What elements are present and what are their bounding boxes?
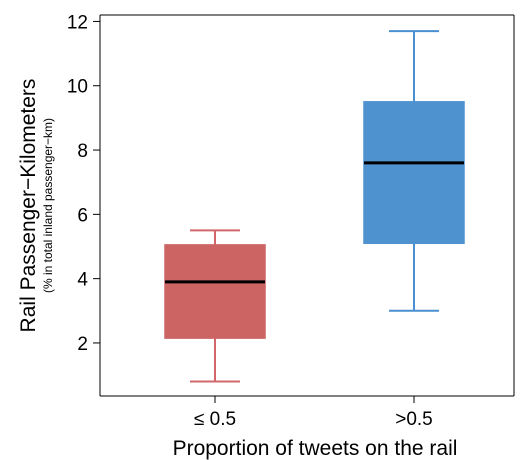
y-axis-title: Rail Passenger−Kilometers bbox=[17, 79, 40, 333]
y-ticks: 2 4 6 8 10 12 bbox=[67, 12, 100, 355]
y-tick-label: 6 bbox=[77, 205, 88, 226]
x-ticks: ≤ 0.5 >0.5 bbox=[194, 396, 433, 430]
box-2 bbox=[363, 30, 465, 312]
boxes bbox=[164, 30, 465, 383]
box-body bbox=[363, 101, 465, 245]
axes-layer bbox=[99, 14, 515, 397]
y-tick-label: 8 bbox=[77, 141, 88, 162]
x-tick-label: ≤ 0.5 bbox=[194, 409, 236, 430]
y-tick-label: 12 bbox=[67, 12, 88, 33]
box-1 bbox=[164, 229, 266, 383]
y-axis-subtitle: (% in total inland passenger−km) bbox=[41, 118, 55, 293]
y-tick-label: 4 bbox=[77, 270, 88, 291]
x-axis-title: Proportion of tweets on the rail bbox=[173, 437, 458, 460]
x-tick-label: >0.5 bbox=[395, 409, 433, 430]
box-body bbox=[164, 244, 266, 339]
y-tick-label: 2 bbox=[77, 334, 88, 355]
y-tick-label: 10 bbox=[67, 77, 88, 98]
